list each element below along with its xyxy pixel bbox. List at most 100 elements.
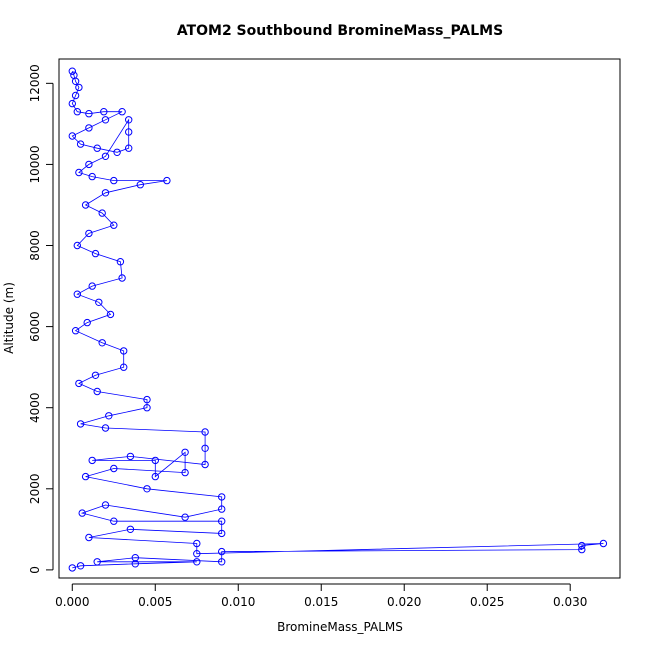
data-point: [116, 258, 125, 266]
data-point: [98, 209, 106, 217]
data-point: [75, 83, 83, 92]
y-tick-label: 12000: [28, 64, 42, 102]
data-point: [578, 541, 586, 550]
data-point: [73, 290, 82, 298]
y-axis-label: Altitude (m): [2, 282, 16, 354]
data-point: [106, 310, 115, 319]
data-point: [181, 468, 189, 477]
data-point: [68, 67, 77, 75]
data-point: [151, 456, 160, 465]
y-tick-label: 2000: [28, 474, 42, 505]
data-point: [218, 517, 226, 525]
data-point: [125, 116, 133, 124]
data-point: [193, 539, 201, 548]
data-point: [76, 140, 85, 148]
data-point: [578, 545, 586, 554]
data-point: [113, 148, 121, 157]
data-point: [136, 181, 145, 189]
data-point: [71, 327, 80, 335]
data-point: [71, 77, 80, 86]
data-point: [95, 298, 103, 306]
x-tick-label: 0.020: [387, 595, 421, 609]
x-tick-label: 0.005: [138, 595, 172, 609]
data-point: [218, 529, 226, 538]
data-point: [143, 395, 151, 404]
data-point: [110, 176, 118, 185]
data-point: [91, 371, 100, 379]
data-point: [85, 160, 93, 169]
data-point: [101, 501, 110, 509]
data-point: [91, 249, 100, 258]
data-point: [81, 201, 90, 209]
data-point: [93, 558, 101, 566]
plot-frame: [58, 58, 621, 579]
data-point: [93, 387, 101, 396]
y-tick-label: 4000: [28, 392, 42, 423]
series-line: [71, 71, 604, 569]
data-point: [181, 448, 189, 456]
data-point: [125, 144, 133, 152]
data-point: [151, 472, 160, 481]
y-tick-label: 0: [28, 566, 42, 574]
data-point: [118, 108, 126, 116]
data-point: [218, 505, 226, 513]
data-point: [110, 221, 118, 229]
data-point: [81, 472, 90, 481]
data-point: [73, 108, 82, 116]
data-point: [88, 456, 96, 465]
data-point: [201, 444, 209, 452]
y-tick-label: 6000: [28, 311, 42, 342]
data-point: [101, 116, 110, 124]
data-point: [201, 428, 209, 436]
data-point: [75, 379, 83, 388]
data-point: [75, 168, 83, 177]
data-point: [93, 144, 101, 152]
data-point: [193, 550, 201, 558]
data-point: [85, 229, 93, 238]
data-point: [126, 452, 135, 461]
data-point: [218, 558, 226, 566]
data-point: [163, 176, 171, 185]
data-point: [118, 274, 126, 282]
x-tick-label: 0.015: [304, 595, 338, 609]
data-point: [101, 152, 110, 161]
plot-points: [68, 67, 608, 572]
x-axis: 0.000 0.005 0.010 0.015 0.020 0.025 0.030: [55, 583, 587, 609]
data-point: [78, 509, 86, 517]
plot-lines: [71, 71, 604, 569]
data-point: [105, 412, 113, 420]
y-axis: 0 2000 4000 6000 8000 10000 12000: [28, 64, 54, 574]
data-point: [201, 460, 209, 469]
data-point: [143, 404, 151, 412]
data-point: [110, 517, 118, 525]
data-point: [120, 347, 128, 355]
data-point: [68, 564, 77, 572]
x-axis-label: BromineMass_PALMS: [277, 620, 403, 634]
data-point: [126, 525, 135, 533]
data-point: [101, 424, 110, 432]
data-point: [101, 189, 110, 197]
y-tick-label: 8000: [28, 230, 42, 261]
data-point: [73, 241, 82, 250]
data-point: [143, 485, 151, 493]
data-point: [88, 282, 96, 290]
x-tick-label: 0.030: [553, 595, 587, 609]
data-point: [125, 128, 133, 136]
data-point: [85, 124, 93, 132]
data-point: [83, 318, 91, 327]
data-point: [76, 420, 85, 428]
data-point: [218, 547, 226, 556]
data-point: [131, 560, 140, 568]
data-point: [88, 172, 96, 181]
x-tick-label: 0.010: [221, 595, 255, 609]
data-point: [120, 363, 128, 371]
x-tick-label: 0.025: [470, 595, 504, 609]
data-point: [218, 493, 226, 501]
data-point: [68, 99, 77, 108]
chart-title: ATOM2 Southbound BromineMass_PALMS: [177, 23, 503, 39]
data-point: [85, 110, 93, 118]
data-point: [110, 464, 118, 473]
data-point: [193, 558, 201, 566]
data-point: [98, 339, 106, 347]
